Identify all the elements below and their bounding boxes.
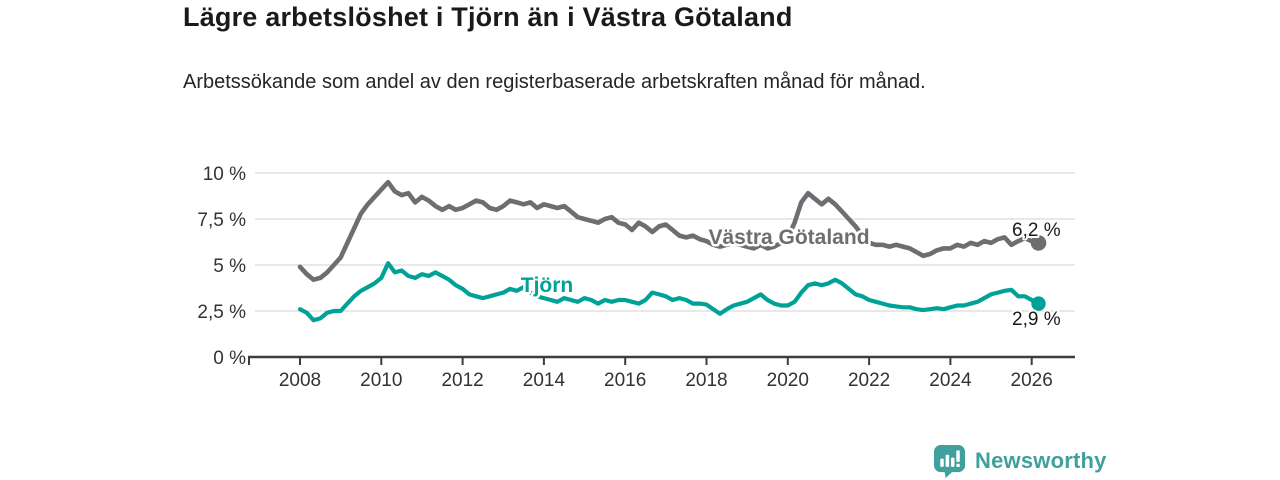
latest-value-label-vastra-gotaland: 6,2 % bbox=[1012, 220, 1061, 241]
newsworthy-logo: Newsworthy bbox=[933, 444, 1107, 478]
x-axis-tick-label: 2014 bbox=[523, 370, 566, 391]
y-axis-tick-label: 2,5 % bbox=[197, 302, 246, 323]
x-axis-tick-label: 2020 bbox=[767, 370, 809, 391]
y-axis-tick-label: 5 % bbox=[213, 256, 246, 277]
latest-value-label-tjorn: 2,9 % bbox=[1012, 309, 1061, 330]
bar-chart-speech-bubble-icon bbox=[933, 444, 966, 478]
x-axis-tick-label: 2018 bbox=[685, 370, 727, 391]
x-axis-tick-label: 2016 bbox=[604, 370, 646, 391]
series-line-vastra-gotaland bbox=[297, 179, 1041, 283]
page-title: Lägre arbetslöshet i Tjörn än i Västra G… bbox=[183, 2, 793, 32]
x-axis-tick-label: 2024 bbox=[929, 370, 972, 391]
series-end-dot-tjorn bbox=[1031, 296, 1046, 311]
y-axis-tick-label: 7,5 % bbox=[197, 210, 246, 231]
x-axis-tick-label: 2008 bbox=[279, 370, 321, 391]
y-axis-tick-label: 0 % bbox=[213, 348, 246, 369]
x-axis-tick-label: 2010 bbox=[360, 370, 402, 391]
series-line-tjorn bbox=[297, 261, 1041, 323]
x-axis-tick-label: 2026 bbox=[1011, 370, 1053, 391]
series-end-dot-vastra-gotaland bbox=[1030, 235, 1047, 251]
series-label-tjorn: Tjörn bbox=[521, 274, 574, 297]
y-axis-tick-label: 10 % bbox=[203, 164, 246, 185]
x-axis-tick-label: 2012 bbox=[441, 370, 483, 391]
page-subtitle: Arbetssökande som andel av den registerb… bbox=[183, 71, 926, 93]
series-label-vastra-gotaland: Västra Götaland bbox=[708, 226, 869, 249]
brand-name: Newsworthy bbox=[975, 448, 1107, 473]
x-axis-tick-label: 2022 bbox=[848, 370, 890, 391]
